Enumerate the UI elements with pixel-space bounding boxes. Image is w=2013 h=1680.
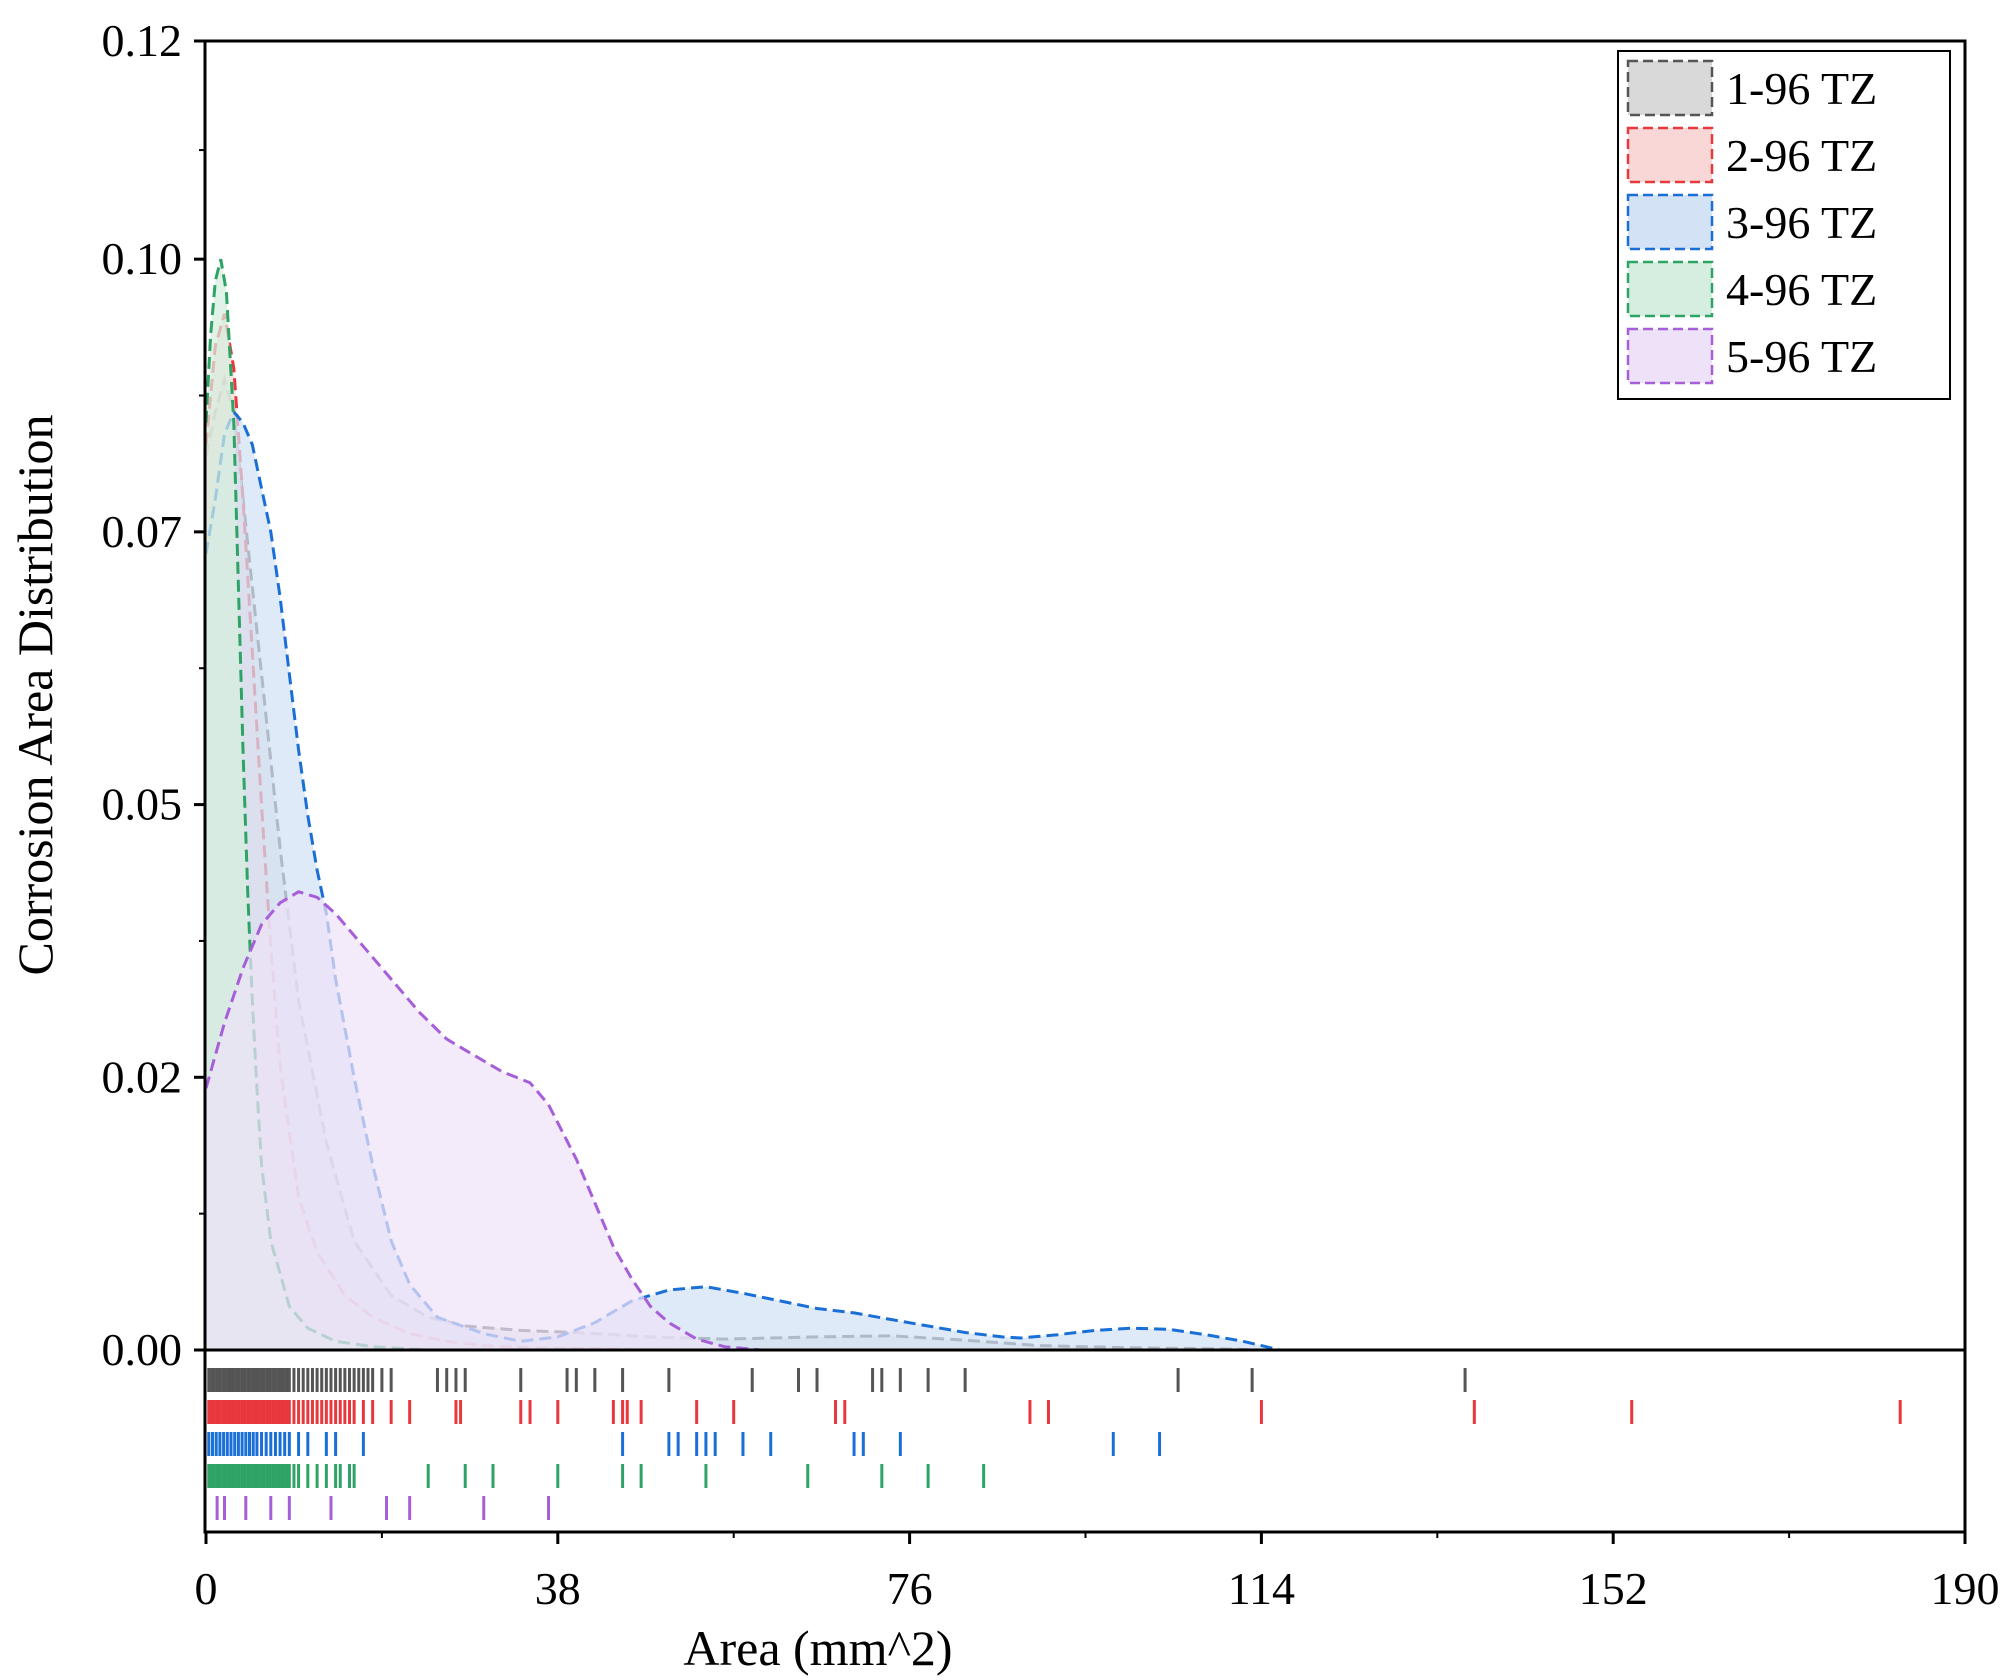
x-axis-title: Area (mm^2) xyxy=(683,1620,952,1676)
y-axis: 0.00 0.02 0.05 0.07 0.10 0.12 xyxy=(102,15,206,1375)
x-axis: 0 38 76 114 152 190 xyxy=(195,1531,2000,1614)
rug-row-series-4 xyxy=(207,1464,986,1488)
y-tick-label: 0.02 xyxy=(102,1051,183,1102)
rug-row-series-5 xyxy=(215,1496,551,1520)
x-tick-label: 190 xyxy=(1931,1563,2000,1614)
y-tick-label: 0.12 xyxy=(102,15,183,66)
legend-label-series-5: 5-96 TZ xyxy=(1726,331,1877,382)
x-tick-label: 76 xyxy=(887,1563,933,1614)
y-tick-label: 0.10 xyxy=(102,233,183,284)
y-axis-title: Corrosion Area Distribution xyxy=(7,414,63,975)
legend-swatch-series-4 xyxy=(1626,260,1714,318)
rug-row-series-2 xyxy=(207,1400,1902,1424)
x-tick-label: 152 xyxy=(1579,1563,1648,1614)
x-tick-label: 0 xyxy=(195,1563,218,1614)
y-tick-label: 0.00 xyxy=(102,1324,183,1375)
y-tick-label: 0.05 xyxy=(102,779,183,830)
legend-label-series-4: 4-96 TZ xyxy=(1726,264,1877,315)
rug-row-series-1 xyxy=(207,1368,1467,1392)
legend: 1-96 TZ 2-96 TZ 3-96 TZ 4-96 TZ 5-96 TZ xyxy=(1617,50,1951,400)
x-tick-label: 114 xyxy=(1228,1563,1295,1614)
legend-swatch-series-3 xyxy=(1626,193,1714,251)
density-curves xyxy=(206,258,1281,1350)
legend-label-series-2: 2-96 TZ xyxy=(1726,130,1877,181)
legend-label-series-1: 1-96 TZ xyxy=(1726,63,1877,114)
density-curve-series-5 xyxy=(206,890,762,1350)
rug-plot xyxy=(207,1368,1902,1520)
rug-row-series-3 xyxy=(207,1432,1162,1456)
legend-swatch-series-2 xyxy=(1626,126,1714,184)
x-tick-label: 38 xyxy=(535,1563,581,1614)
legend-swatch-series-1 xyxy=(1626,59,1714,117)
legend-swatch-series-5 xyxy=(1626,327,1714,385)
density-curve-series-3 xyxy=(206,409,1281,1350)
density-area-series-5 xyxy=(206,891,762,1350)
y-tick-label: 0.07 xyxy=(102,506,183,557)
legend-label-series-3: 3-96 TZ xyxy=(1726,197,1877,248)
